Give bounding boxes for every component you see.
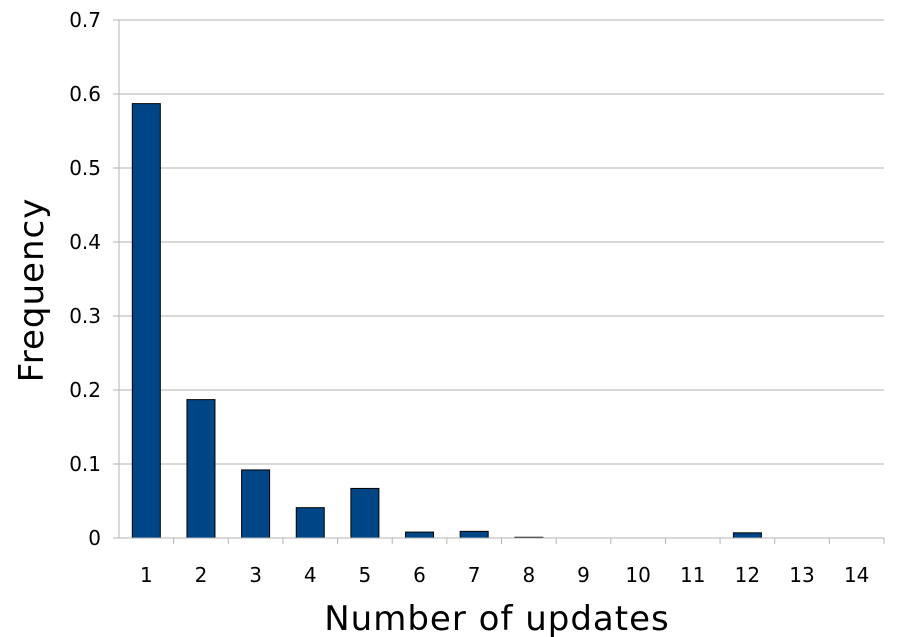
x-tick-label: 10 [625, 563, 650, 587]
bar-12 [732, 532, 762, 539]
x-tick-label: 5 [359, 563, 372, 587]
y-tick-label: 0.4 [69, 230, 101, 254]
x-tick-label: 7 [468, 563, 481, 587]
bar-4 [295, 507, 325, 539]
y-tick-label: 0.2 [69, 378, 101, 402]
x-tick-label: 11 [680, 563, 705, 587]
x-tick-labels: 1 2 3 4 5 6 7 8 9 10 11 12 13 14 [140, 563, 869, 587]
y-tick-label: 0 [88, 526, 101, 550]
y-tick-label: 0.3 [69, 304, 101, 328]
x-tick-label: 6 [413, 563, 426, 587]
bar-3 [241, 469, 271, 539]
x-tick-label: 3 [249, 563, 262, 587]
gridlines [119, 19, 884, 465]
x-axis-title: Number of updates [324, 599, 669, 637]
y-tick-label: 0.5 [69, 156, 101, 180]
bars [131, 103, 762, 539]
x-tick-label: 2 [195, 563, 208, 587]
x-tick-label: 9 [577, 563, 590, 587]
x-tick-label: 13 [789, 563, 814, 587]
x-tick-label: 4 [304, 563, 317, 587]
bar-7 [459, 530, 489, 539]
bar-1 [131, 103, 161, 539]
bar-6 [405, 531, 435, 539]
x-tick-label: 14 [844, 563, 869, 587]
axes [113, 19, 885, 544]
x-tick-label: 1 [140, 563, 153, 587]
bar-2 [186, 399, 216, 539]
x-tick-label: 8 [522, 563, 535, 587]
y-tick-label: 0.6 [69, 82, 101, 106]
y-tick-labels: 0 0.1 0.2 0.3 0.4 0.5 0.6 0.7 [69, 8, 101, 550]
y-axis-title: Frequency [12, 198, 52, 383]
y-tick-label: 0.1 [69, 452, 101, 476]
y-tick-label: 0.7 [69, 8, 101, 32]
bar-5 [350, 487, 380, 539]
x-tick-label: 12 [735, 563, 760, 587]
